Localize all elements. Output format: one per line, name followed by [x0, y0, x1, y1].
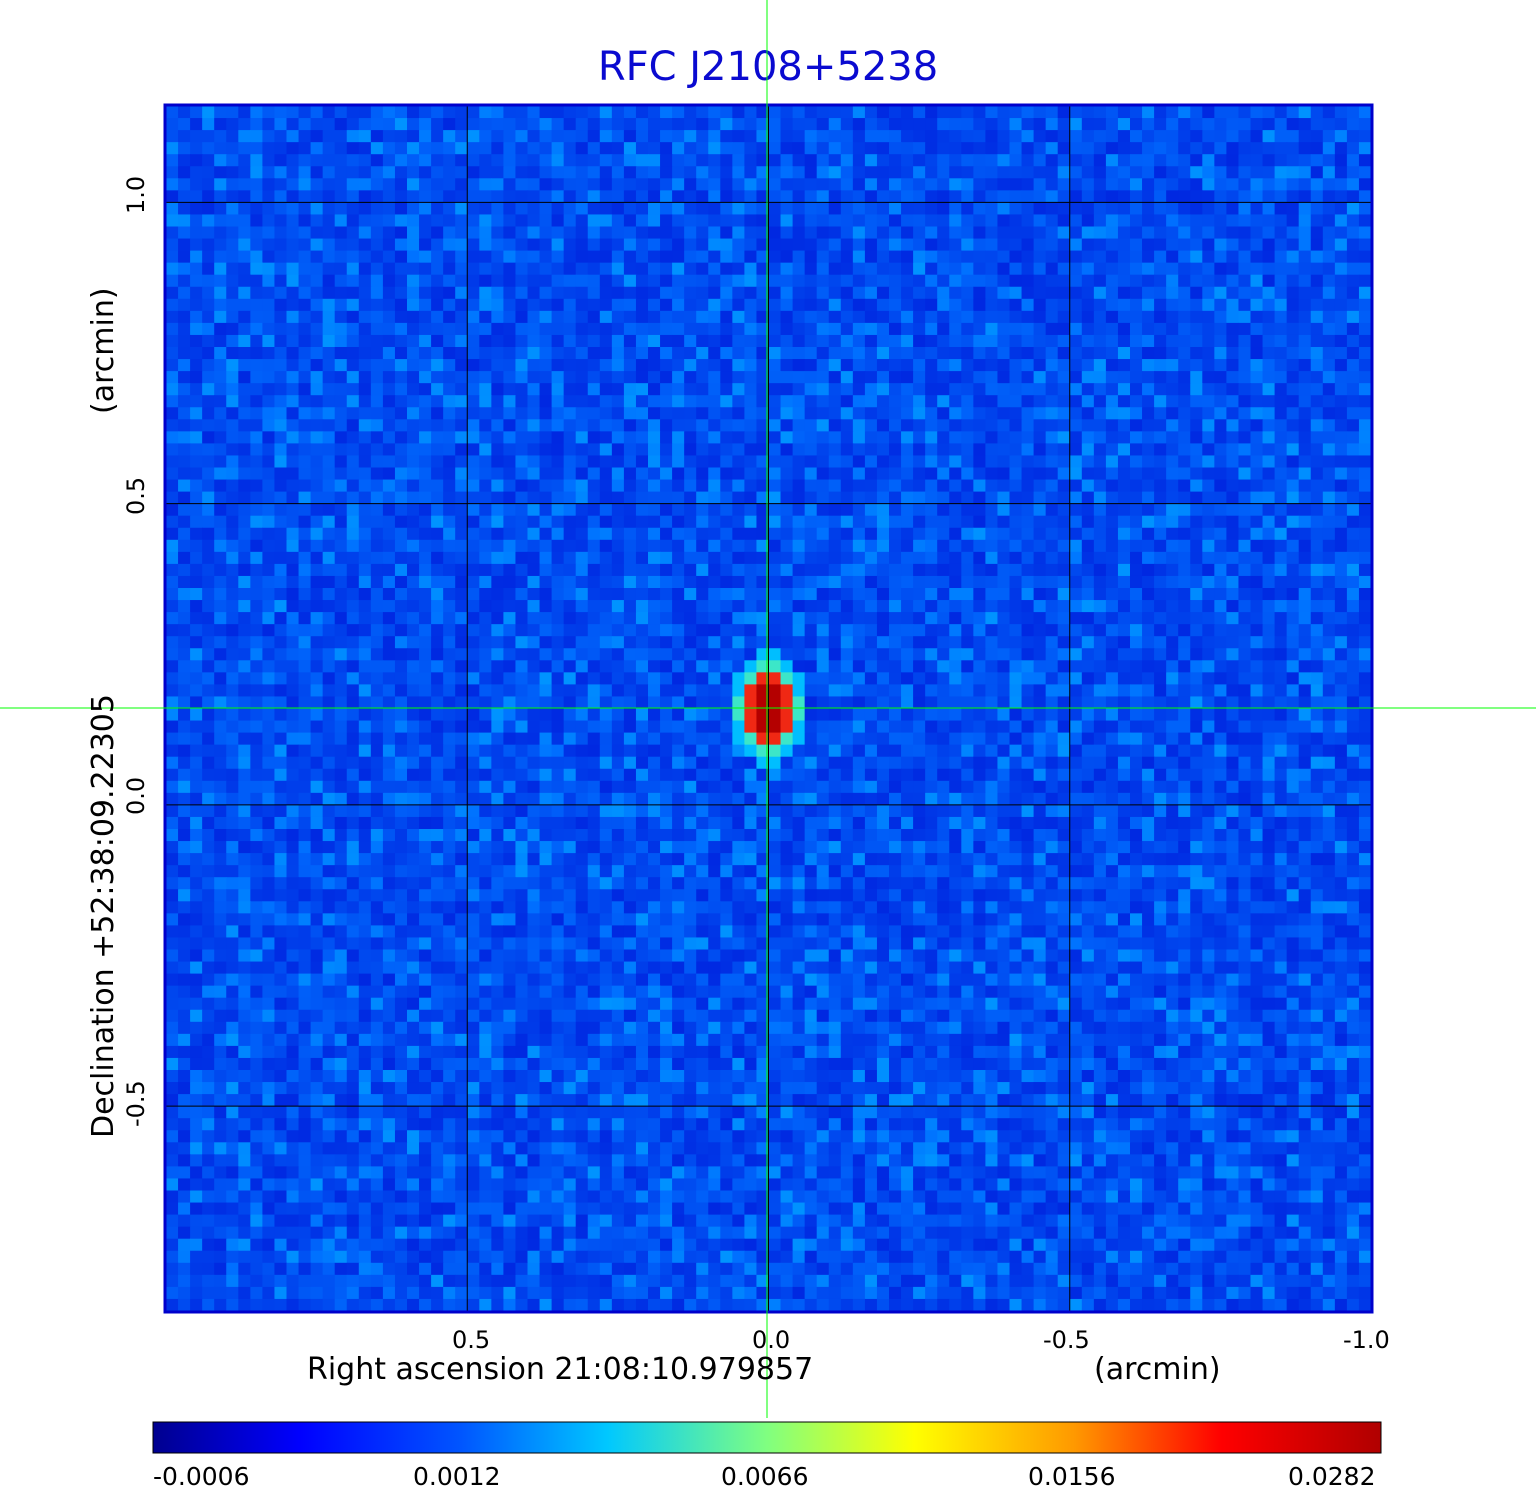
y-axis-unit: (arcmin) [86, 287, 121, 414]
colorbar [152, 1421, 1382, 1454]
colorbar-tick-label: 0.0012 [413, 1462, 501, 1491]
y-axis-label: Declination +52:38:09.22305 [86, 694, 121, 1138]
x-tick-label: 0.5 [452, 1326, 491, 1354]
x-axis-label: Right ascension 21:08:10.979857 [307, 1352, 814, 1387]
y-tick-label: 0.5 [122, 476, 150, 515]
colorbar-tick-label: 0.0156 [1028, 1462, 1116, 1491]
x-tick-label: 0.0 [752, 1326, 791, 1354]
colorbar-tick-label: -0.0006 [153, 1462, 250, 1491]
intensity-map [166, 106, 1372, 1312]
image-title: RFC J2108+5238 [597, 44, 939, 90]
colorbar-tick-label: 0.0066 [721, 1462, 809, 1491]
y-tick-label: -0.5 [122, 1080, 150, 1127]
x-tick-label: -0.5 [1043, 1326, 1090, 1354]
x-axis-unit: (arcmin) [1094, 1352, 1221, 1387]
y-tick-label: 0.0 [122, 776, 150, 815]
colorbar-tick-label: 0.0282 [1288, 1462, 1376, 1491]
x-tick-label: -1.0 [1343, 1326, 1390, 1354]
y-tick-label: 1.0 [122, 175, 150, 214]
